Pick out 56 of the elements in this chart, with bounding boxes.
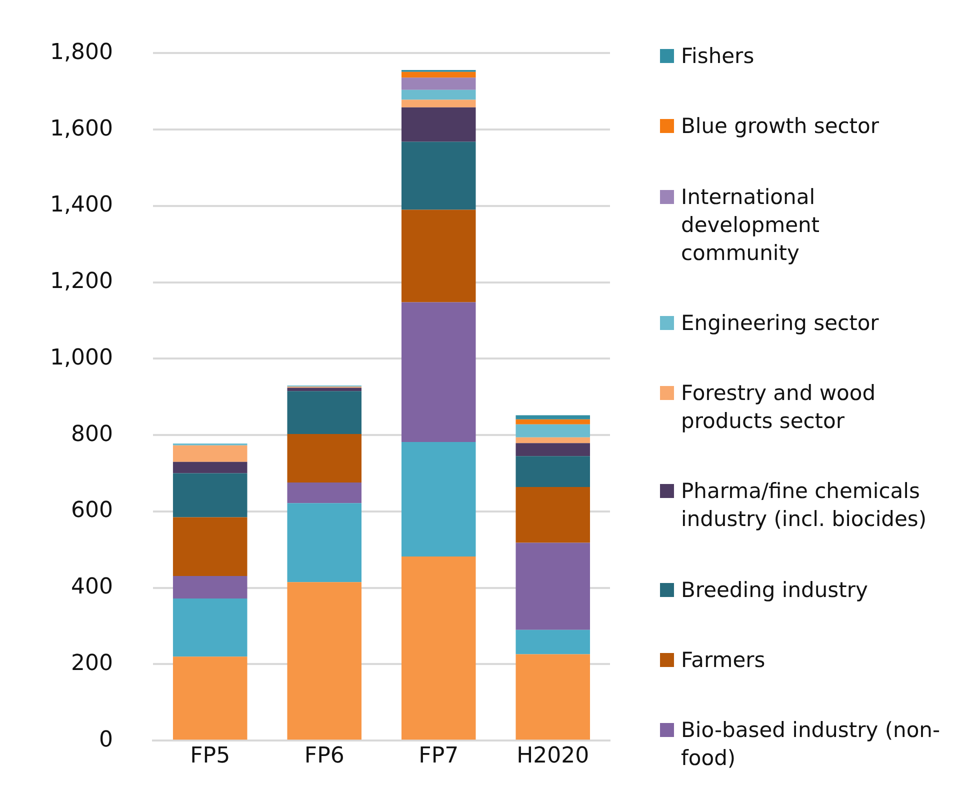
bar <box>287 388 362 392</box>
bar <box>287 482 362 504</box>
bar <box>401 142 476 210</box>
y-tick-label: 200 <box>70 650 113 676</box>
bar <box>516 630 590 654</box>
y-tick-label: 1,600 <box>50 116 113 142</box>
bar <box>401 100 476 108</box>
bar <box>516 419 590 424</box>
y-tick-label: 1,800 <box>50 40 113 65</box>
bar <box>287 503 362 582</box>
bar <box>287 582 362 740</box>
bar <box>516 654 590 740</box>
bar <box>401 78 476 90</box>
legend-label: Fishers <box>681 43 754 70</box>
legend-label: Forestry and wood products sector <box>681 380 877 435</box>
x-tick-label: FP5 <box>190 744 230 769</box>
y-tick-label: 1,400 <box>50 192 113 218</box>
legend-label: International development community <box>681 184 821 266</box>
x-tick-label: FP6 <box>304 744 344 769</box>
bar <box>172 598 248 657</box>
bar <box>172 462 248 474</box>
bar <box>172 445 248 462</box>
bar <box>287 434 362 482</box>
bar <box>401 556 476 740</box>
bar <box>401 72 476 78</box>
y-tick-label: 0 <box>98 727 113 752</box>
bar <box>516 443 590 456</box>
y-tick-label: 600 <box>70 498 113 524</box>
bar <box>172 473 248 518</box>
bar <box>516 487 590 543</box>
bar <box>172 576 248 599</box>
legend-label: Farmers <box>681 646 766 674</box>
bar <box>172 656 248 740</box>
bar <box>401 90 476 100</box>
bar <box>287 391 362 434</box>
y-tick-label: 400 <box>70 574 113 600</box>
y-tick-label: 1,000 <box>50 345 113 370</box>
x-tick-label: H2020 <box>516 744 590 769</box>
bar <box>172 517 248 576</box>
bar <box>401 107 476 142</box>
bar <box>401 442 476 557</box>
legend-label: Blue growth sector <box>681 113 880 140</box>
bar <box>516 437 590 444</box>
legend-label: Bio-based industry (non-food) <box>681 717 941 772</box>
y-tick-label: 800 <box>70 422 113 447</box>
bar <box>516 542 590 630</box>
bar <box>516 456 590 488</box>
bar <box>516 424 590 438</box>
legend-label: Pharma/fine chemicals industry (incl. biocides) <box>681 478 928 534</box>
bar <box>516 415 590 420</box>
x-tick-label: FP7 <box>418 744 459 769</box>
bar <box>401 210 476 302</box>
legend-label: Engineering sector <box>681 310 879 337</box>
y-tick-label: 1,200 <box>50 269 113 294</box>
bar <box>401 302 476 442</box>
legend-label: Breeding industry <box>681 576 868 604</box>
